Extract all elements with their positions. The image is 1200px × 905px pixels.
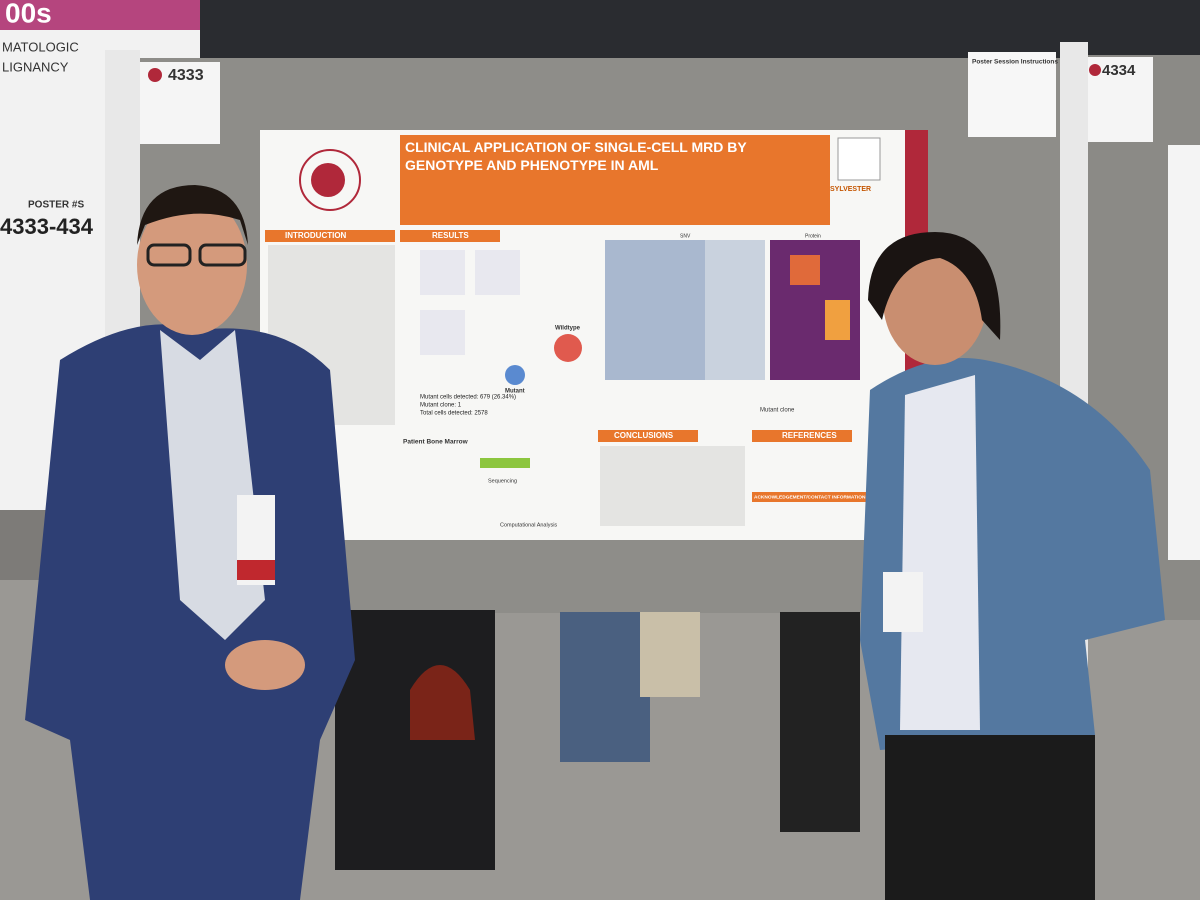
neighbor-poster xyxy=(1168,145,1200,560)
lab-logo xyxy=(837,137,881,181)
handbag xyxy=(410,665,475,740)
heatmap-label: Protein xyxy=(805,233,821,239)
ash-logo xyxy=(299,149,361,211)
poster-title-box: CLINICAL APPLICATION OF SINGLE-CELL MRD … xyxy=(405,139,747,173)
text-block xyxy=(600,446,745,526)
section-heading: REFERENCES xyxy=(782,431,837,440)
clone-circle xyxy=(505,365,525,385)
bystander-legs xyxy=(640,612,700,697)
section-heading: RESULTS xyxy=(432,231,469,240)
stat-line: Mutant clone: 1 xyxy=(420,403,462,409)
stat-line: Total cells detected: 2578 xyxy=(420,411,488,417)
heatmap-label: SNV xyxy=(680,233,691,239)
banner-header xyxy=(0,0,200,30)
ash-logo xyxy=(311,163,345,197)
banner-text: 00s xyxy=(5,0,52,28)
banner-text: LIGNANCY xyxy=(2,59,69,74)
logo xyxy=(1089,64,1101,76)
workflow-label: Sequencing xyxy=(488,478,517,484)
logo-text: SYLVESTER xyxy=(830,186,871,193)
glasses xyxy=(146,243,192,267)
woman-shirt xyxy=(900,375,980,730)
logo xyxy=(148,68,162,82)
woman-pants xyxy=(885,735,1095,900)
title-bar xyxy=(400,135,830,225)
man-hair xyxy=(137,185,248,245)
banner-text: 4333-434 xyxy=(0,214,94,239)
man-jacket xyxy=(25,324,355,900)
heatmap-label: Mutant clone xyxy=(760,408,795,414)
workflow-label: Computational Analysis xyxy=(500,522,557,528)
clone-circle xyxy=(554,334,582,362)
section-bar xyxy=(265,230,395,242)
section-bar xyxy=(598,430,698,442)
workflow-arrow xyxy=(480,458,530,468)
section-heading: INTRODUCTION xyxy=(285,231,347,240)
man-hands xyxy=(225,640,305,690)
bystander-legs xyxy=(560,612,650,762)
board-number: 4333 xyxy=(168,67,204,84)
section-heading: CONCLUSIONS xyxy=(614,431,674,440)
banner-text: POSTER #S xyxy=(28,200,84,211)
board-number: 4334 xyxy=(1102,62,1136,79)
glasses xyxy=(198,243,247,267)
stat-line: Mutant cells detected: 679 (26.34%) xyxy=(420,395,516,401)
badge-stripe xyxy=(237,560,275,580)
section-bar xyxy=(752,492,870,502)
woman-hair xyxy=(868,232,1001,340)
bystander-legs xyxy=(780,612,860,832)
instructions-card xyxy=(968,52,1056,137)
umap-plot xyxy=(420,310,465,355)
diagram-label: Mutant xyxy=(505,389,525,395)
section-heading: ACKNOWLEDGEMENT/CONTACT INFORMATION xyxy=(754,494,866,500)
umap-plot xyxy=(420,250,465,295)
protein-heatmap xyxy=(790,255,820,285)
badge xyxy=(883,572,923,632)
workflow-label: Patient Bone Marrow xyxy=(403,439,469,446)
instructions-title: Poster Session Instructions xyxy=(972,59,1058,66)
poster-title: CLINICAL APPLICATION OF SINGLE-CELL MRD … xyxy=(405,139,747,173)
umap-plot xyxy=(475,250,520,295)
diagram-label: Wildtype xyxy=(555,326,581,332)
section-bar xyxy=(400,230,500,242)
snv-heatmap xyxy=(705,240,765,380)
banner-text: MATOLOGIC xyxy=(2,39,79,54)
protein-heatmap xyxy=(825,300,850,340)
section-bar xyxy=(752,430,852,442)
man-face xyxy=(137,195,247,335)
